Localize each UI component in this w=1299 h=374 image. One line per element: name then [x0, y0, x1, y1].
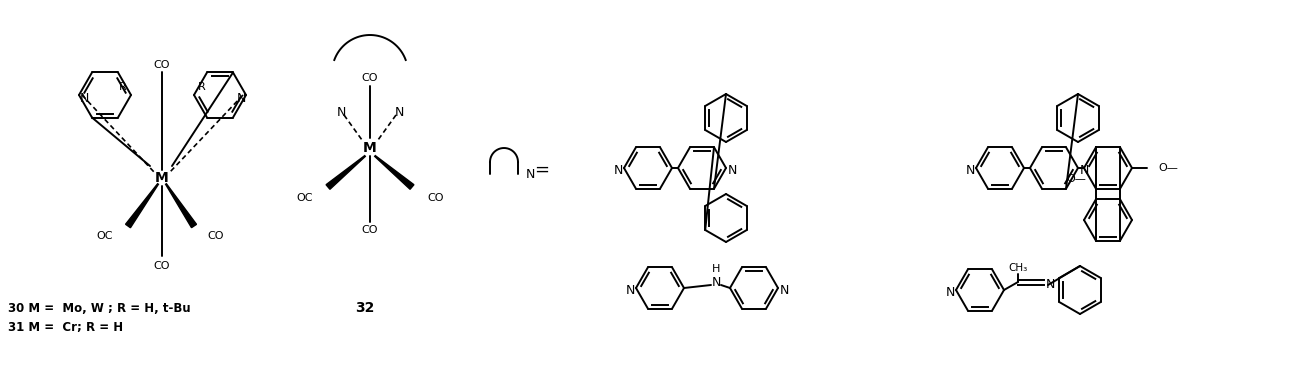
Text: N: N [336, 105, 346, 119]
Text: OC: OC [96, 231, 113, 241]
Text: N: N [946, 286, 955, 300]
Text: 31 M =  Cr; R = H: 31 M = Cr; R = H [8, 322, 123, 334]
Polygon shape [326, 156, 365, 189]
Text: OC: OC [296, 193, 313, 203]
Polygon shape [374, 156, 414, 189]
Text: M: M [364, 141, 377, 155]
Text: N: N [779, 285, 788, 297]
Polygon shape [126, 184, 158, 228]
Text: N: N [79, 92, 88, 104]
Text: R: R [199, 82, 205, 92]
Text: CH₃: CH₃ [1008, 263, 1028, 273]
Text: CO: CO [427, 193, 443, 203]
Text: N: N [1079, 163, 1089, 177]
Text: N: N [526, 168, 535, 181]
Text: CO: CO [153, 60, 170, 70]
Text: N: N [236, 92, 246, 104]
Text: CO: CO [207, 231, 223, 241]
Text: N: N [395, 105, 404, 119]
Text: N: N [1046, 278, 1055, 291]
Text: CO: CO [153, 261, 170, 271]
Text: N: N [712, 276, 721, 289]
Text: N: N [727, 163, 737, 177]
Text: CO: CO [361, 225, 378, 235]
Text: R: R [120, 82, 127, 92]
Text: O—: O— [1066, 174, 1086, 184]
Text: N: N [625, 285, 635, 297]
Text: 30 M =  Mo, W ; R = H, t-Bu: 30 M = Mo, W ; R = H, t-Bu [8, 301, 191, 315]
Text: M: M [155, 171, 169, 185]
Text: CO: CO [361, 73, 378, 83]
Text: N: N [965, 163, 974, 177]
Text: N: N [613, 163, 622, 177]
Text: H: H [712, 264, 720, 274]
Text: =: = [534, 161, 549, 179]
Text: 32: 32 [355, 301, 374, 315]
Polygon shape [165, 184, 196, 228]
Text: O—: O— [1157, 163, 1178, 173]
